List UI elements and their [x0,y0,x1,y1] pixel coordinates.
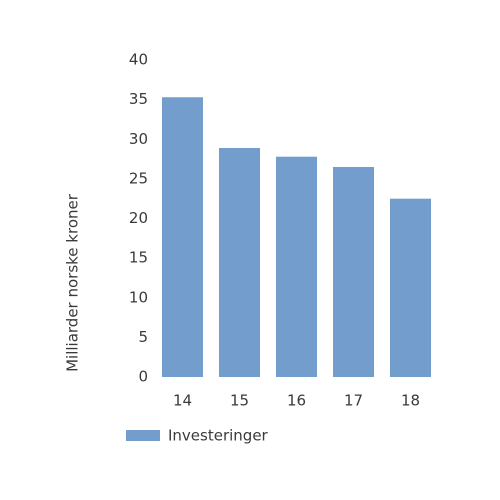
x-tick-label: 14 [173,392,192,410]
x-tick-label: 17 [344,392,363,410]
y-tick-label: 20 [129,209,148,227]
legend-swatch [126,430,160,441]
bar [333,166,374,377]
y-tick-label: 35 [129,90,148,108]
x-tick-label: 18 [401,392,420,410]
y-tick-label: 10 [129,288,148,306]
x-tick-label: 15 [230,392,249,410]
y-tick-label: 40 [129,51,148,69]
y-tick-label: 5 [138,328,148,346]
y-tick-label: 15 [129,249,148,267]
y-tick-label: 0 [138,368,148,386]
bar [162,97,203,377]
y-tick-label: 25 [129,169,148,187]
y-axis-label: Milliarder norske kroner [64,193,82,372]
bar [276,156,317,377]
bar [390,198,431,377]
bar [219,147,260,377]
x-tick-label: 16 [287,392,306,410]
legend-label: Investeringer [168,427,269,445]
y-tick-label: 30 [129,130,148,148]
